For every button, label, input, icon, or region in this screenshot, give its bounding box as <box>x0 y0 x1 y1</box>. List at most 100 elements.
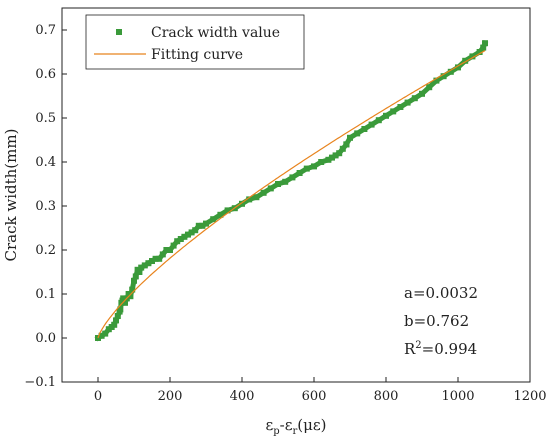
crack-width-point <box>122 299 128 306</box>
crack-width-point <box>336 150 343 157</box>
crack-width-point <box>253 194 260 201</box>
annotation-r2: R2=0.994 <box>404 340 477 358</box>
crack-width-point <box>480 44 487 51</box>
crack-width-point <box>433 77 440 84</box>
y-tick-label: −0.1 <box>24 375 56 390</box>
crack-width-point <box>303 165 310 172</box>
crack-width-point <box>145 260 152 267</box>
crack-width-point <box>141 262 148 269</box>
crack-width-point <box>152 255 159 262</box>
crack-width-point <box>343 141 350 148</box>
crack-width-point <box>469 53 476 60</box>
crack-width-point <box>390 108 397 115</box>
crack-width-point <box>127 293 134 300</box>
y-tick-label: 0.3 <box>35 199 56 214</box>
crack-width-point <box>156 255 163 262</box>
crack-width-point <box>131 277 137 284</box>
crack-width-point <box>289 174 296 181</box>
crack-width-point <box>325 156 332 163</box>
y-tick-label: 0.0 <box>35 331 56 346</box>
legend-box <box>85 14 305 70</box>
crack-width-point <box>114 313 121 319</box>
crack-width-point <box>368 121 375 128</box>
y-axis-ticks: −0.1 0.0 0.1 0.2 0.3 0.4 0.5 0.6 0.7 <box>24 23 67 390</box>
crack-width-point <box>149 258 155 264</box>
fitting-curve-line <box>97 50 486 339</box>
crack-width-point <box>132 273 139 280</box>
crack-width-point <box>174 238 181 245</box>
crack-width-point <box>102 330 109 337</box>
plot-frame <box>61 7 531 383</box>
x-tick-label: 600 <box>302 389 327 404</box>
crack-width-point <box>318 159 325 165</box>
x-axis-ticks: 0 200 400 600 800 1000 1200 <box>94 377 547 404</box>
crack-width-point <box>224 207 231 214</box>
crack-width-point <box>199 222 206 229</box>
crack-width-point <box>282 178 289 185</box>
crack-width-point <box>275 181 281 187</box>
y-axis-title: Crack width(mm) <box>2 129 20 262</box>
crack-width-point <box>117 306 124 313</box>
crack-width-point <box>375 117 382 124</box>
legend-label-fitting-curve: Fitting curve <box>151 47 243 63</box>
crack-width-point <box>185 231 191 238</box>
crack-width-point <box>347 134 353 141</box>
crack-width-point <box>246 196 253 203</box>
crack-width-point <box>170 242 177 249</box>
crack-width-point <box>476 49 483 55</box>
crack-width-point <box>260 189 267 196</box>
crack-width-point <box>361 126 368 132</box>
crack-width-point <box>404 99 411 106</box>
crack-width-point <box>440 73 447 80</box>
crack-width-point <box>203 220 209 227</box>
y-tick-label: 0.7 <box>35 23 56 38</box>
crack-width-point <box>192 227 199 234</box>
crack-width-point <box>188 229 195 236</box>
x-axis-title: εp-εr(με) <box>265 416 326 437</box>
crack-width-point <box>98 332 105 339</box>
x-tick-label: 400 <box>230 389 255 404</box>
crack-width-point <box>120 295 127 302</box>
annotation-a: a=0.0032 <box>404 284 478 302</box>
crack-width-point <box>239 200 245 207</box>
crack-width-point <box>113 317 119 324</box>
legend: Crack width value Fitting curve <box>85 14 305 70</box>
crack-width-point <box>332 152 339 159</box>
crack-width-point <box>195 222 202 229</box>
crack-width-point <box>311 163 317 170</box>
crack-width-point <box>447 68 454 75</box>
x-tick-label: 1200 <box>513 389 546 404</box>
legend-label-crack-width: Crack width value <box>151 25 280 41</box>
crack-width-point <box>339 145 346 152</box>
crack-width-point <box>267 185 274 192</box>
crack-width-point <box>129 286 136 293</box>
crack-width-point <box>136 269 143 275</box>
crack-width-point <box>138 264 145 271</box>
crack-width-point <box>383 112 389 119</box>
y-tick-label: 0.2 <box>35 243 56 258</box>
crack-width-point <box>411 95 418 102</box>
crack-width-point <box>159 251 166 258</box>
crack-width-point <box>167 247 173 253</box>
crack-width-point <box>426 84 433 91</box>
crack-width-point <box>163 247 170 253</box>
y-tick-label: 0.6 <box>35 67 56 82</box>
x-tick-label: 200 <box>158 389 183 404</box>
crack-width-point <box>482 40 488 47</box>
crack-width-point <box>177 236 184 242</box>
crack-width-point <box>462 57 469 64</box>
crack-width-point <box>217 211 224 218</box>
crack-width-point <box>354 130 361 137</box>
crack-width-point <box>296 170 303 176</box>
crack-width-point <box>181 233 188 240</box>
y-tick-label: 0.4 <box>35 155 56 170</box>
y-tick-label: 0.5 <box>35 111 56 126</box>
crack-width-point <box>455 64 461 71</box>
x-tick-label: 1000 <box>441 389 474 404</box>
annotation-b: b=0.762 <box>404 312 469 330</box>
crack-width-point <box>329 154 335 161</box>
legend-marker-crack-width <box>116 29 122 35</box>
crack-width-point <box>419 90 425 97</box>
